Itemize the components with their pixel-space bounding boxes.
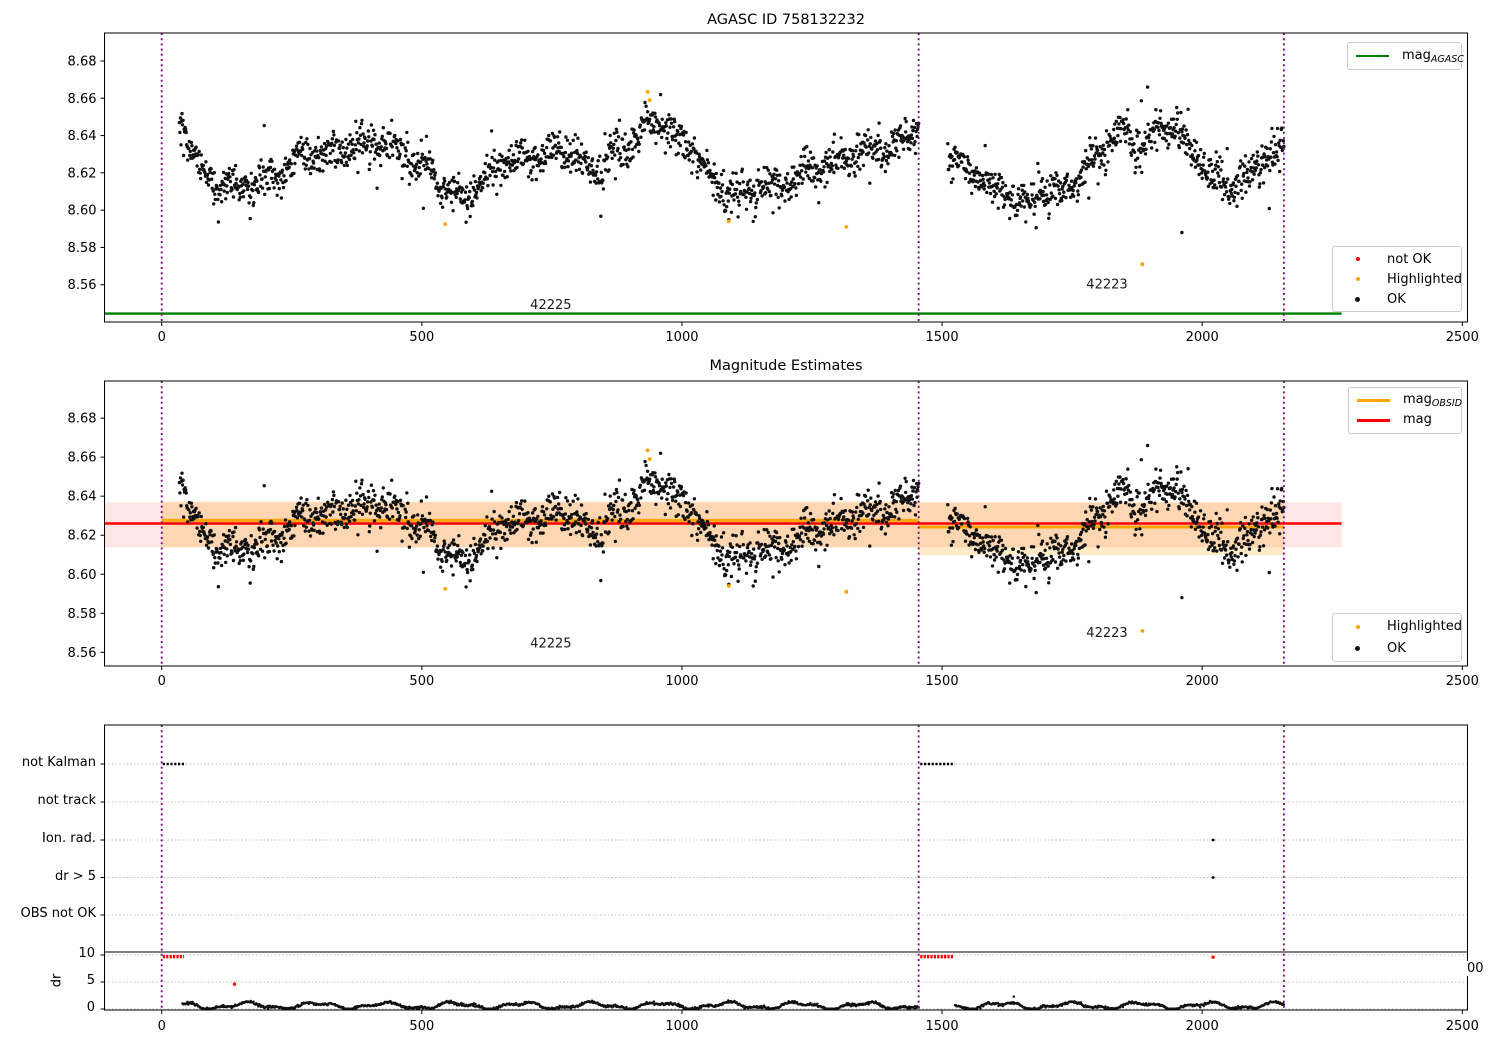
y-tick-label: 8.68 xyxy=(68,412,97,427)
legend-label-highlighted: Highlighted xyxy=(1387,619,1462,635)
panel2-title: Magnitude Estimates xyxy=(709,358,863,374)
flag-label-not-track: not track xyxy=(37,793,96,808)
black-dot-icon xyxy=(1341,296,1374,302)
obsid-boundary-lines xyxy=(160,33,1285,322)
x-tick-label: 2500 xyxy=(1446,674,1479,689)
flag-label-not-kalman: not Kalman xyxy=(21,755,96,770)
y-tick-label: 8.58 xyxy=(68,241,97,256)
red-dot-icon xyxy=(1341,257,1374,261)
dr-trace-points xyxy=(181,995,1286,1010)
x-tick-label: 500 xyxy=(409,1019,434,1034)
x-tick-label: 2500 xyxy=(1446,330,1479,345)
x-tick-label: 0 xyxy=(158,674,166,689)
x-tick-label: 500 xyxy=(409,674,434,689)
dr-tick-10: 10 xyxy=(78,946,95,961)
scatter-points-highlighted xyxy=(443,89,1145,267)
x-tick-label: 0 xyxy=(158,1019,166,1034)
obsid-annotation: 42223 xyxy=(1086,626,1127,641)
x-tick-label: 2000 xyxy=(1186,674,1219,689)
x-tick-label: 1500 xyxy=(926,1019,959,1034)
flag-label-ion-rad: Ion. rad. xyxy=(42,831,96,846)
x-tick-label: 500 xyxy=(409,330,434,345)
x-tick-label: 1500 xyxy=(926,674,959,689)
legend-label-ok: OK xyxy=(1387,291,1406,307)
axes-frame: 0 500 1000 1500 2000 2500 8.56 8.58 8.60 8.62 8.64… xyxy=(68,380,1479,689)
flag-label-obs-not-ok: OBS not OK xyxy=(20,906,97,921)
scatter-points-ok xyxy=(177,443,1286,600)
legend-label-mag: mag xyxy=(1403,412,1432,428)
obsid-annotation: 42225 xyxy=(530,298,571,313)
x-tick-label: 2000 xyxy=(1186,1019,1219,1034)
legend-mag-lines: magOBSID mag xyxy=(1348,387,1462,434)
obsid-annotations: 42225 42223 xyxy=(530,626,1127,652)
obsid-annotation: 42225 xyxy=(530,637,571,652)
green-line-icon xyxy=(1356,54,1389,58)
x-tick-label: 1000 xyxy=(665,674,698,689)
flag-label-dr-gt-5: dr > 5 xyxy=(54,869,96,884)
legend-panel2-markers: Highlighted OK xyxy=(1332,613,1462,662)
y-tick-label: 8.66 xyxy=(68,451,97,466)
legend-label-mag-agasc: magAGASC xyxy=(1402,47,1464,65)
axes-frame: 0 500 1000 1500 2000 2500 xyxy=(100,724,1479,1034)
red-line-icon xyxy=(1357,419,1390,423)
dr-axis-label: dr xyxy=(49,973,65,988)
legend-label-not-ok: not OK xyxy=(1387,251,1432,267)
x-tick-label: 2000 xyxy=(1186,330,1219,345)
dr-tick-0: 0 xyxy=(86,1000,95,1015)
y-tick-label: 8.68 xyxy=(68,54,97,69)
black-dot-icon xyxy=(1341,645,1374,651)
not-kalman-marks xyxy=(162,762,1215,879)
y-tick-label: 8.58 xyxy=(68,607,97,622)
y-tick-label: 8.62 xyxy=(68,529,97,544)
clipped-tick-artifact: 00 xyxy=(1466,961,1485,976)
orange-dot-icon xyxy=(1341,624,1374,629)
x-tick-label: 0 xyxy=(158,330,166,345)
x-tick-label: 1500 xyxy=(926,330,959,345)
x-tick-label: 1000 xyxy=(665,1019,698,1034)
legend-mag-agasc: magAGASC xyxy=(1347,42,1464,70)
flag-gridlines xyxy=(104,763,1468,1010)
obsid-boundary-lines xyxy=(160,381,1285,666)
obsid-annotations: 42225 42223 xyxy=(530,278,1127,314)
y-tick-label: 8.64 xyxy=(68,129,97,144)
dr-not-ok-marks xyxy=(162,954,1215,986)
orange-dot-icon xyxy=(1341,277,1374,281)
y-tick-label: 8.60 xyxy=(68,204,97,219)
orange-line-icon xyxy=(1357,398,1390,402)
x-tick-label: 2500 xyxy=(1446,1019,1479,1034)
y-tick-label: 8.64 xyxy=(68,490,97,505)
legend-label-mag-obsid: magOBSID xyxy=(1403,391,1463,409)
legend-label-ok: OK xyxy=(1387,640,1406,656)
y-tick-label: 8.66 xyxy=(68,92,97,107)
obsid-annotation: 42223 xyxy=(1086,278,1127,293)
legend-panel1-markers: not OK Highlighted OK xyxy=(1332,246,1462,312)
y-tick-label: 8.60 xyxy=(68,568,97,583)
y-tick-label: 8.56 xyxy=(68,278,97,293)
scatter-points-highlighted xyxy=(443,448,1145,633)
scatter-points-ok xyxy=(177,85,1286,235)
y-tick-label: 8.56 xyxy=(68,646,97,661)
dr-tick-5: 5 xyxy=(86,973,95,988)
axes-frame: 0 500 1000 1500 2000 2500 8.56 8.58 8.60 8.62 8.64… xyxy=(68,32,1479,345)
obsid-boundary-lines xyxy=(160,725,1285,1010)
x-tick-label: 1000 xyxy=(665,330,698,345)
legend-label-highlighted: Highlighted xyxy=(1387,271,1462,287)
y-tick-label: 8.62 xyxy=(68,166,97,181)
panel1-title: AGASC ID 758132232 xyxy=(707,12,865,28)
